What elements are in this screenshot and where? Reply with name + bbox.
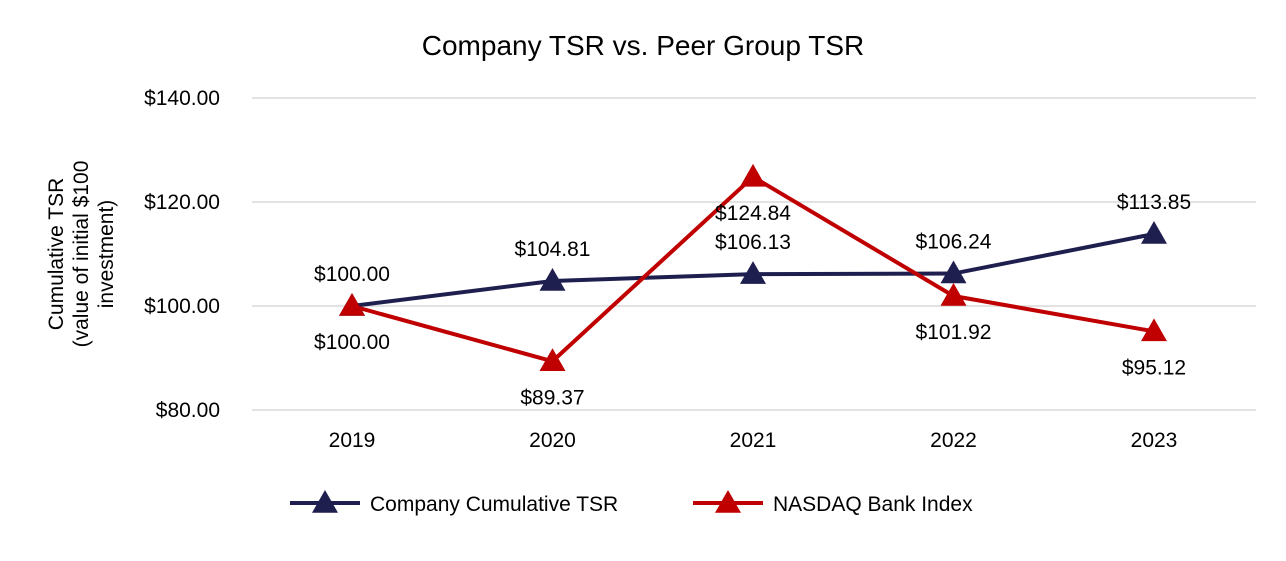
data-label: $124.84 [715,202,791,225]
legend-label: NASDAQ Bank Index [773,493,973,516]
legend-marker [312,490,338,513]
legend: Company Cumulative TSR NASDAQ Bank Index [290,490,973,516]
x-tick-label: 2021 [730,429,777,452]
series-nasdaq-bank-index [339,163,1167,372]
data-point-marker [940,283,967,306]
x-tick-label: 2022 [930,429,977,452]
data-point-marker [940,260,967,284]
x-tick-label: 2020 [529,429,576,452]
y-axis-label-line: (value of initial $100 [70,161,93,348]
data-label: $106.13 [715,231,791,254]
data-label: $100.00 [314,263,390,286]
legend-label: Company Cumulative TSR [370,493,618,516]
data-point-marker [339,293,365,316]
data-label: $106.24 [916,231,992,254]
data-point-marker [740,261,766,284]
data-point-marker [1141,318,1167,342]
legend-marker [715,490,741,513]
y-axis-label-line: investment) [95,200,118,309]
data-point-marker [1141,220,1167,244]
y-tick-label: $120.00 [144,191,220,214]
data-label: $100.00 [314,331,390,354]
legend-item: Company Cumulative TSR [290,490,618,516]
data-label: $89.37 [520,386,584,409]
data-labels: $100.00 $104.81 $106.13 $106.24 $113.85 $100.… [314,191,1191,409]
y-tick-label: $100.00 [144,295,220,318]
x-tick-label: 2023 [1131,429,1178,452]
y-axis-label: Cumulative TSR(value of initial $100inve… [45,161,118,348]
y-tick-label: $80.00 [156,399,220,422]
data-point-marker [740,163,766,187]
data-label: $113.85 [1117,191,1191,214]
data-label: $101.92 [916,321,992,344]
data-label: $95.12 [1122,356,1186,379]
data-point-marker [539,267,566,291]
y-tick-label: $140.00 [144,87,220,110]
legend-item: NASDAQ Bank Index [693,490,973,516]
y-axis-ticks: $80.00 $100.00 $120.00 $140.00 [144,87,220,422]
series-layer [339,163,1167,372]
data-point-marker [539,348,566,372]
gridlines [252,97,1256,411]
x-tick-label: 2019 [329,429,376,452]
x-axis-ticks: 2019 2020 2021 2022 2023 [329,429,1178,452]
chart-title: Company TSR vs. Peer Group TSR [422,30,864,61]
data-label: $104.81 [515,238,591,261]
y-axis-label-line: Cumulative TSR [45,178,68,331]
